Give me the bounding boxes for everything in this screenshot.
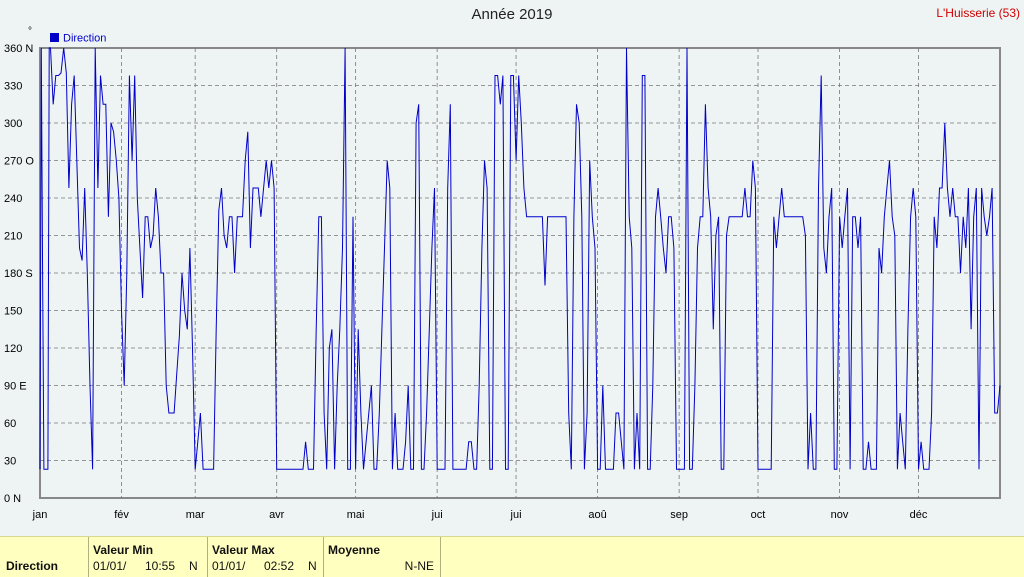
min-cell: Valeur Min 01/01/ 10:55 N bbox=[89, 537, 207, 577]
x-tick-label: jui bbox=[431, 509, 443, 521]
y-tick-label: 180 S bbox=[4, 268, 33, 280]
max-time: 02:52 bbox=[264, 559, 295, 573]
min-date: 01/01/ bbox=[93, 559, 127, 573]
x-tick-label: avr bbox=[269, 509, 285, 521]
x-tick-label: aoû bbox=[588, 509, 606, 521]
footer-label: Direction bbox=[6, 559, 59, 573]
x-tick-label: sep bbox=[670, 509, 688, 521]
series-line-direction bbox=[39, 47, 1001, 470]
max-dir: N bbox=[308, 559, 317, 573]
footer-separator bbox=[88, 537, 89, 577]
y-tick-label: 60 bbox=[4, 418, 16, 430]
avg-value: N-NE bbox=[404, 559, 434, 573]
y-tick-label: 30 bbox=[4, 456, 16, 468]
y-axis-ticks: 0 N 30 60 90 E 120 150 180 S 210 240 270 O 300 330 3… bbox=[4, 43, 34, 505]
max-date: 01/01/ bbox=[212, 559, 246, 573]
y-tick-label: 300 bbox=[4, 118, 22, 130]
y-tick-label: 270 O bbox=[4, 156, 34, 168]
max-title: Valeur Max bbox=[212, 543, 275, 557]
x-tick-label: jan bbox=[32, 509, 48, 521]
x-tick-label: oct bbox=[751, 509, 766, 521]
x-axis-ticks: jan fév mar avr mai jui jui aoû sep oct nov déc bbox=[32, 509, 928, 521]
y-tick-label: 210 bbox=[4, 231, 22, 243]
x-tick-label: déc bbox=[910, 509, 928, 521]
y-tick-label: 120 bbox=[4, 343, 22, 355]
y-tick-label: 150 bbox=[4, 306, 22, 318]
y-axis-label: ° bbox=[28, 26, 32, 37]
x-tick-label: mar bbox=[186, 509, 205, 521]
x-tick-label: fév bbox=[114, 509, 129, 521]
x-tick-label: nov bbox=[831, 509, 849, 521]
chart-title: Année 2019 bbox=[471, 6, 553, 23]
direction-chart: 0 N 30 60 90 E 120 150 180 S 210 240 270 O 300 330 3… bbox=[4, 26, 1001, 521]
footer-label-cell: Direction bbox=[0, 537, 88, 577]
y-tick-label: 360 N bbox=[4, 43, 33, 55]
y-tick-label: 90 E bbox=[4, 381, 27, 393]
min-title: Valeur Min bbox=[93, 543, 154, 557]
footer-separator bbox=[207, 537, 208, 577]
avg-cell: Moyenne N-NE bbox=[324, 537, 440, 577]
avg-title: Moyenne bbox=[328, 543, 381, 557]
legend-label: Direction bbox=[63, 33, 106, 45]
min-dir: N bbox=[189, 559, 198, 573]
y-tick-label: 330 bbox=[4, 81, 22, 93]
x-tick-label: jui bbox=[510, 509, 522, 521]
station-name: L'Huisserie (53) bbox=[936, 6, 1020, 20]
stats-footer: Direction Valeur Min 01/01/ 10:55 N Vale… bbox=[0, 536, 1024, 577]
y-tick-label: 0 N bbox=[4, 493, 21, 505]
max-cell: Valeur Max 01/01/ 02:52 N bbox=[208, 537, 323, 577]
legend-swatch bbox=[50, 33, 59, 42]
footer-separator bbox=[323, 537, 324, 577]
x-tick-label: mai bbox=[347, 509, 365, 521]
footer-separator bbox=[440, 537, 441, 577]
min-time: 10:55 bbox=[145, 559, 176, 573]
y-tick-label: 240 bbox=[4, 193, 22, 205]
